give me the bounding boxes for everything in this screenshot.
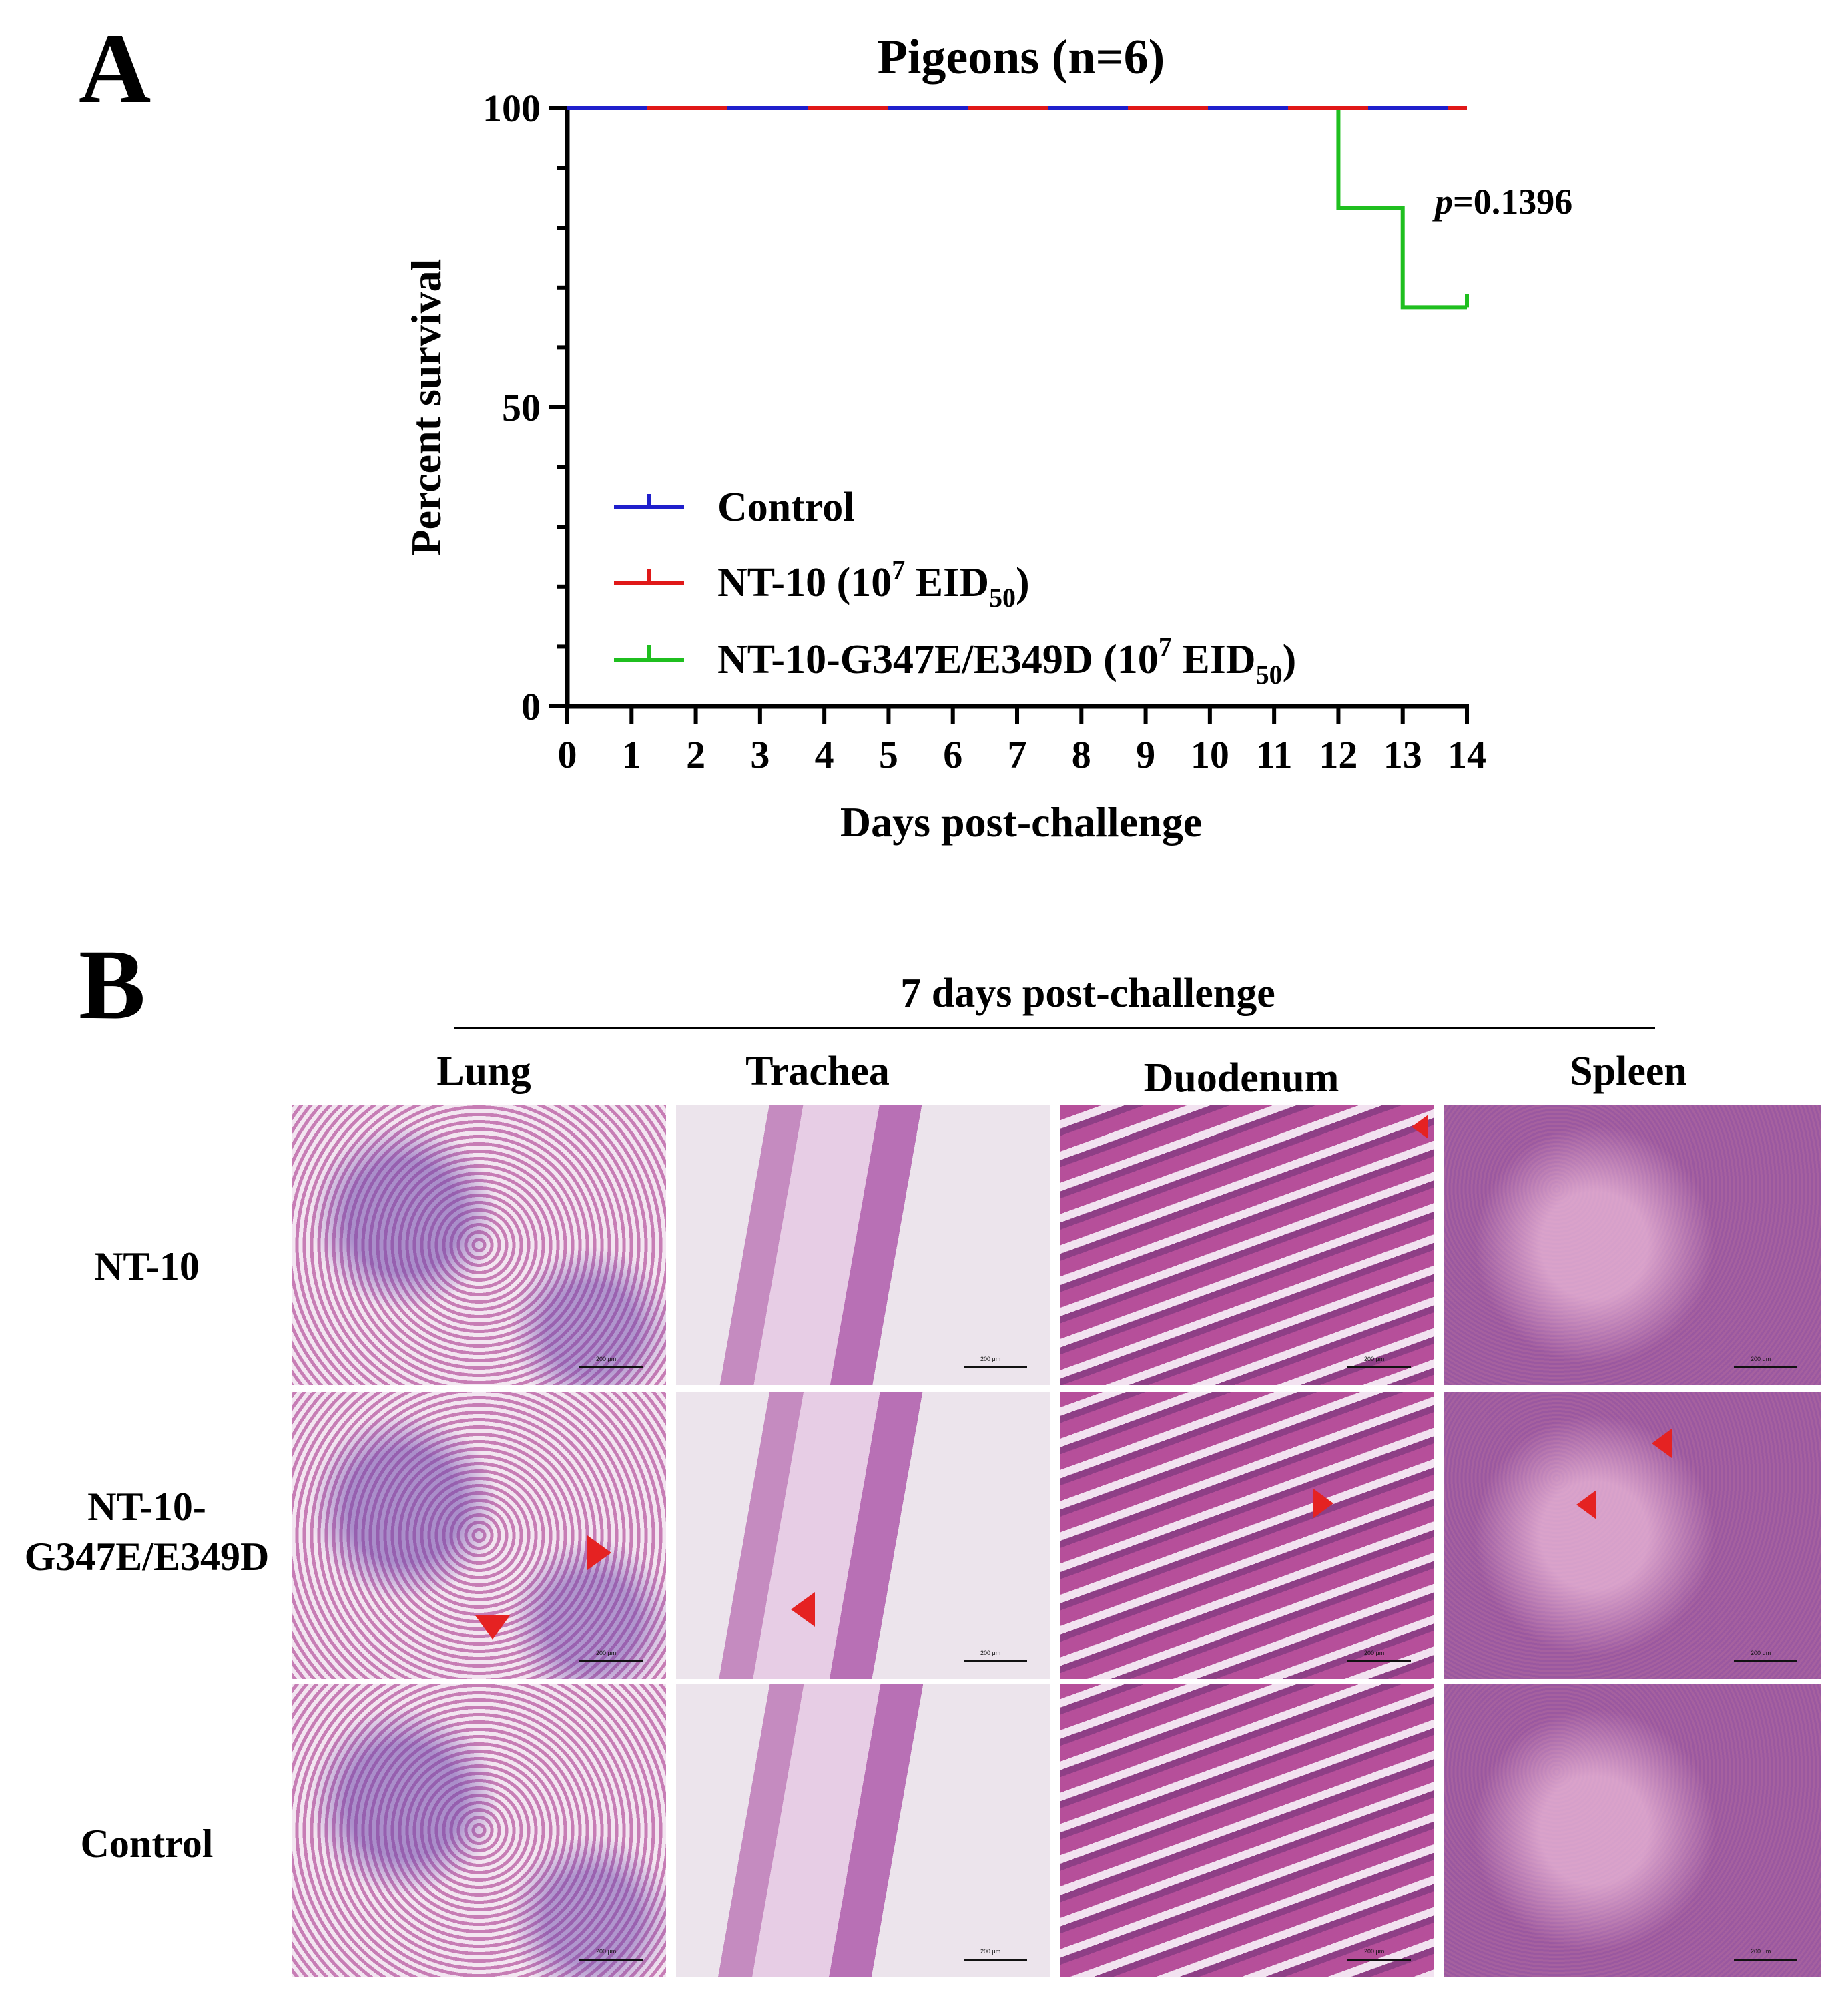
histology-trachea-row2: 200 μm <box>676 1392 1050 1679</box>
histology-trachea-row3: 200 μm <box>676 1684 1050 1977</box>
scale-bar-label: 200 μm <box>596 1356 617 1362</box>
scale-bar <box>579 1959 643 1961</box>
scale-bar <box>579 1366 643 1368</box>
x-tick-label: 5 <box>879 733 898 776</box>
scale-bar-label: 200 μm <box>1751 1356 1771 1362</box>
scale-bar-label: 200 μm <box>980 1356 1001 1362</box>
scale-bar-label: 200 μm <box>1364 1356 1385 1362</box>
histology-spleen-row3: 200 μm <box>1444 1684 1821 1977</box>
column-label-trachea: Trachea <box>745 1049 890 1094</box>
lesion-arrow-icon <box>587 1535 611 1570</box>
legend-label: Control <box>717 485 855 530</box>
scale-bar <box>964 1366 1027 1368</box>
x-tick-label: 14 <box>1448 733 1486 776</box>
row-label-1: NT-10 <box>13 1242 280 1292</box>
panel-b-title-rule <box>454 1027 1655 1029</box>
scale-bar-label: 200 μm <box>1364 1650 1385 1656</box>
y-tick-label: 0 <box>521 685 541 728</box>
histology-duodenum-row3: 200 μm <box>1060 1684 1434 1977</box>
panel-a-letter: A <box>79 13 151 124</box>
scale-bar <box>1734 1660 1797 1662</box>
y-tick-label: 50 <box>502 386 541 429</box>
histology-spleen-row1: 200 μm <box>1444 1105 1821 1385</box>
scale-bar <box>1347 1959 1411 1961</box>
row-label-3: Control <box>13 1819 280 1869</box>
scale-bar <box>579 1660 643 1662</box>
lesion-arrow-icon <box>1652 1429 1672 1458</box>
panel-b-title: 7 days post-challenge <box>900 971 1275 1016</box>
y-tick-label: 100 <box>483 87 541 130</box>
legend-label: NT-10-G347E/E349D (107 EID50) <box>717 632 1296 690</box>
series-layer <box>567 106 1469 310</box>
panel-b-letter: B <box>79 929 146 1040</box>
x-tick-label: 0 <box>558 733 577 776</box>
scale-bar-label: 200 μm <box>596 1948 617 1955</box>
row-label-line: Control <box>80 1822 214 1866</box>
scale-bar-label: 200 μm <box>1751 1650 1771 1656</box>
column-label-lung: Lung <box>436 1049 531 1094</box>
scale-bar <box>964 1660 1027 1662</box>
lesion-arrow-icon <box>1576 1490 1596 1519</box>
column-label-duodenum: Duodenum <box>1143 1055 1339 1101</box>
row-label-line: G347E/E349D <box>24 1535 270 1579</box>
scale-bar-label: 200 μm <box>980 1650 1001 1656</box>
x-tick-label: 13 <box>1383 733 1422 776</box>
histology-duodenum-row1: 200 μm <box>1060 1105 1434 1385</box>
scale-bar-label: 200 μm <box>1364 1948 1385 1955</box>
scale-bar-label: 200 μm <box>980 1948 1001 1955</box>
x-tick-label: 3 <box>750 733 769 776</box>
chart-title: Pigeons (n=6) <box>878 30 1165 85</box>
scale-bar <box>1347 1660 1411 1662</box>
column-label-spleen: Spleen <box>1570 1049 1687 1094</box>
x-tick-label: 2 <box>686 733 705 776</box>
x-tick-label: 7 <box>1008 733 1027 776</box>
scale-bar <box>1734 1366 1797 1368</box>
p-value-annotation: p=0.1396 <box>1432 182 1572 222</box>
scale-bar-label: 200 μm <box>1751 1948 1771 1955</box>
scale-bar <box>1347 1366 1411 1368</box>
histology-trachea-row1: 200 μm <box>676 1105 1050 1385</box>
legend-label: NT-10 (107 EID50) <box>717 555 1030 613</box>
lesion-arrow-icon <box>1412 1115 1428 1139</box>
lesion-arrow-icon <box>791 1592 815 1627</box>
row-label-line: NT-10 <box>94 1244 200 1288</box>
x-tick-label: 9 <box>1136 733 1155 776</box>
series-line-nt10-g347e-e349d <box>567 106 1467 310</box>
x-tick-label: 8 <box>1072 733 1091 776</box>
lesion-arrow-icon <box>1313 1489 1333 1518</box>
histology-spleen-row2: 200 μm <box>1444 1392 1821 1679</box>
lesion-arrow-icon <box>475 1615 510 1640</box>
histology-duodenum-row2: 200 μm <box>1060 1392 1434 1679</box>
x-tick-label: 11 <box>1256 733 1293 776</box>
survival-chart: Pigeons (n=6) Percent survival Days post… <box>402 30 1572 846</box>
chart-legend: Control NT-10 (107 EID50) NT-10-G347E/E349… <box>614 485 1296 690</box>
histology-lung-row1: 200 μm <box>292 1105 666 1385</box>
row-label-line: NT-10- <box>87 1485 206 1529</box>
row-label-2: NT-10- G347E/E349D <box>13 1482 280 1582</box>
x-tick-label: 1 <box>622 733 641 776</box>
x-tick-label: 6 <box>943 733 962 776</box>
y-axis-label: Percent survival <box>402 259 450 556</box>
x-tick-label: 4 <box>815 733 834 776</box>
x-axis-label: Days post-challenge <box>840 798 1202 846</box>
scale-bar <box>964 1959 1027 1961</box>
scale-bar-label: 200 μm <box>596 1650 617 1656</box>
x-tick-label: 10 <box>1191 733 1229 776</box>
histology-lung-row3: 200 μm <box>292 1684 666 1977</box>
scale-bar <box>1734 1959 1797 1961</box>
x-tick-label: 12 <box>1319 733 1357 776</box>
